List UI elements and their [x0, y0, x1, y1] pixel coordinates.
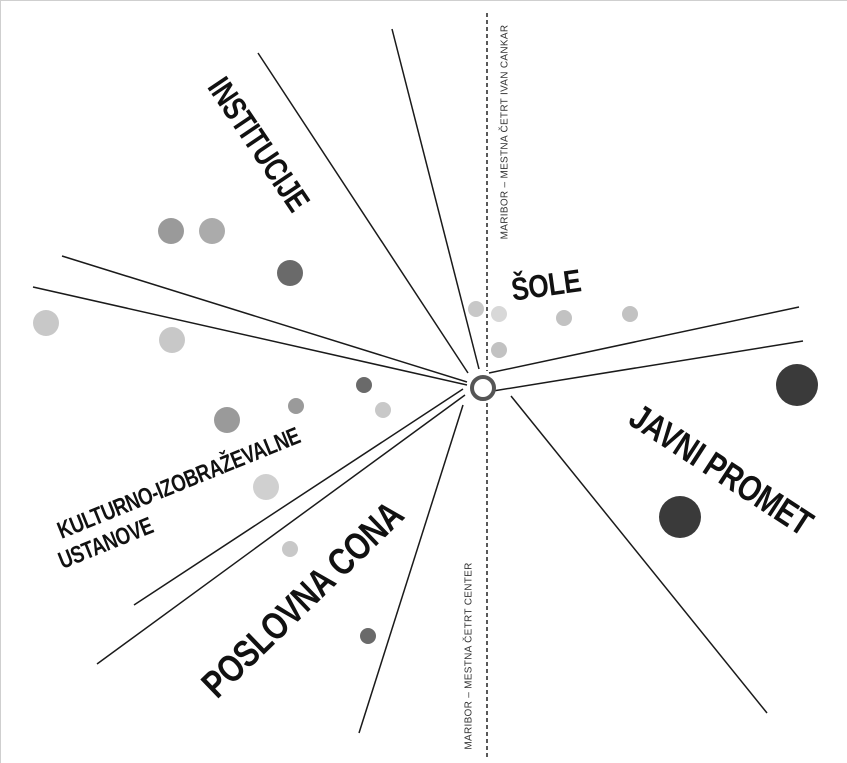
district-label-bottom: MARIBOR – MESTNA ČETRT CENTER: [463, 562, 475, 750]
divider-line: [32, 286, 468, 386]
sole-dot-2: [491, 306, 507, 322]
divider-line: [391, 28, 480, 370]
divider-line: [96, 394, 466, 665]
javni-promet-dot-2: [659, 496, 701, 538]
divider-line: [510, 395, 768, 714]
kulturno-dot-5: [288, 398, 304, 414]
institucije-dot-1: [158, 218, 184, 244]
divider-line: [133, 388, 464, 606]
kulturno-dot-4: [375, 402, 391, 418]
divider-line: [492, 340, 804, 392]
institucije-dot-3: [277, 260, 303, 286]
sole-dot-5: [622, 306, 638, 322]
poslovna-dot-1: [282, 541, 298, 557]
kulturno-dot-2: [159, 327, 185, 353]
sole-dot-4: [556, 310, 572, 326]
divider-line: [257, 52, 469, 374]
poslovna-dot-2: [360, 628, 376, 644]
institucije-dot-2: [199, 218, 225, 244]
sole-dot-3: [491, 342, 507, 358]
district-label-top: MARIBOR – MESTNA ČETRT IVAN CANKAR: [499, 24, 511, 240]
kulturno-dot-6: [214, 407, 240, 433]
divider-line: [488, 306, 800, 374]
javni-promet-dot-1: [776, 364, 818, 406]
divider-line: [358, 404, 464, 734]
divider-line: [61, 255, 468, 383]
kulturno-dot-1: [33, 310, 59, 336]
center-node: [470, 375, 496, 401]
kulturno-dot-3: [356, 377, 372, 393]
label-sole: ŠOLE: [508, 262, 584, 308]
sole-dot-1: [468, 301, 484, 317]
kulturno-dot-7: [253, 474, 279, 500]
